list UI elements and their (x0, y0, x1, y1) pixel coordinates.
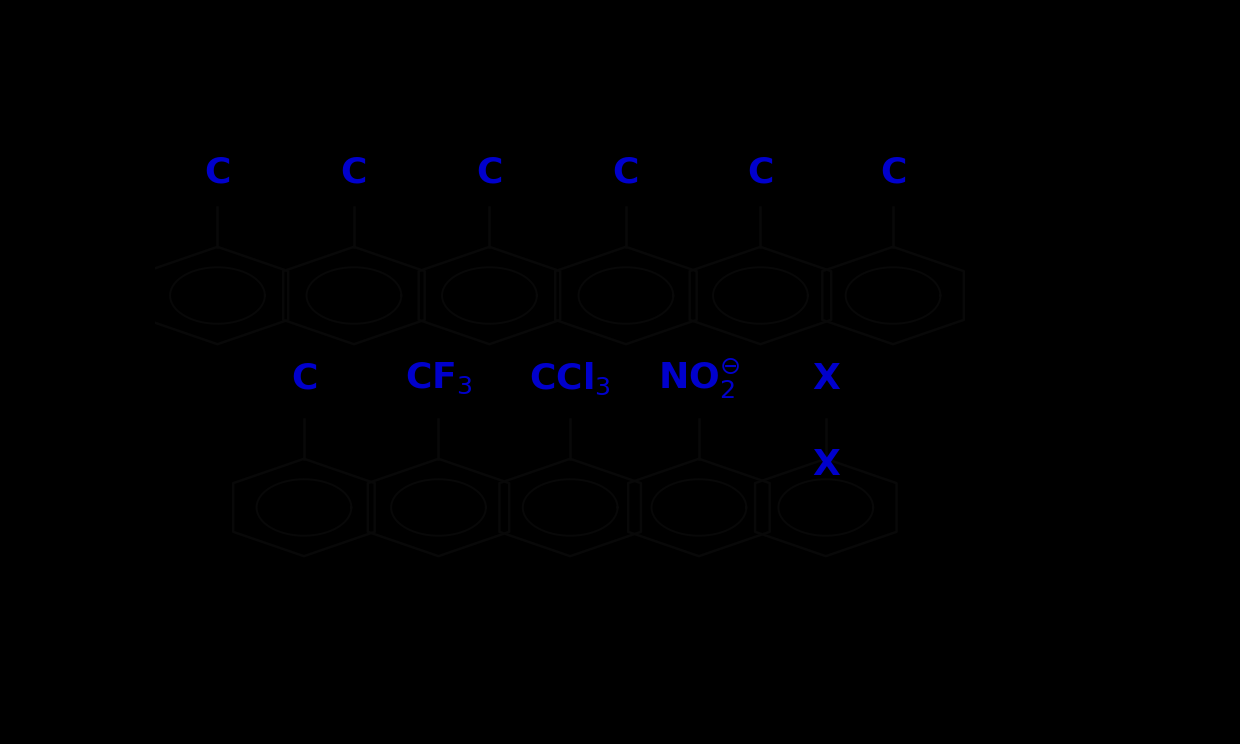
Text: C: C (748, 155, 774, 189)
Text: C: C (613, 155, 639, 189)
Text: NO$_2^{\ominus}$: NO$_2^{\ominus}$ (658, 356, 740, 400)
Text: X: X (812, 448, 839, 481)
Text: C: C (476, 155, 502, 189)
Text: C: C (290, 362, 317, 396)
Text: C: C (880, 155, 906, 189)
Text: CF$_3$: CF$_3$ (404, 361, 472, 397)
Text: X: X (812, 362, 839, 396)
Text: CCl$_3$: CCl$_3$ (529, 360, 611, 397)
Text: C: C (341, 155, 367, 189)
Text: C: C (205, 155, 231, 189)
